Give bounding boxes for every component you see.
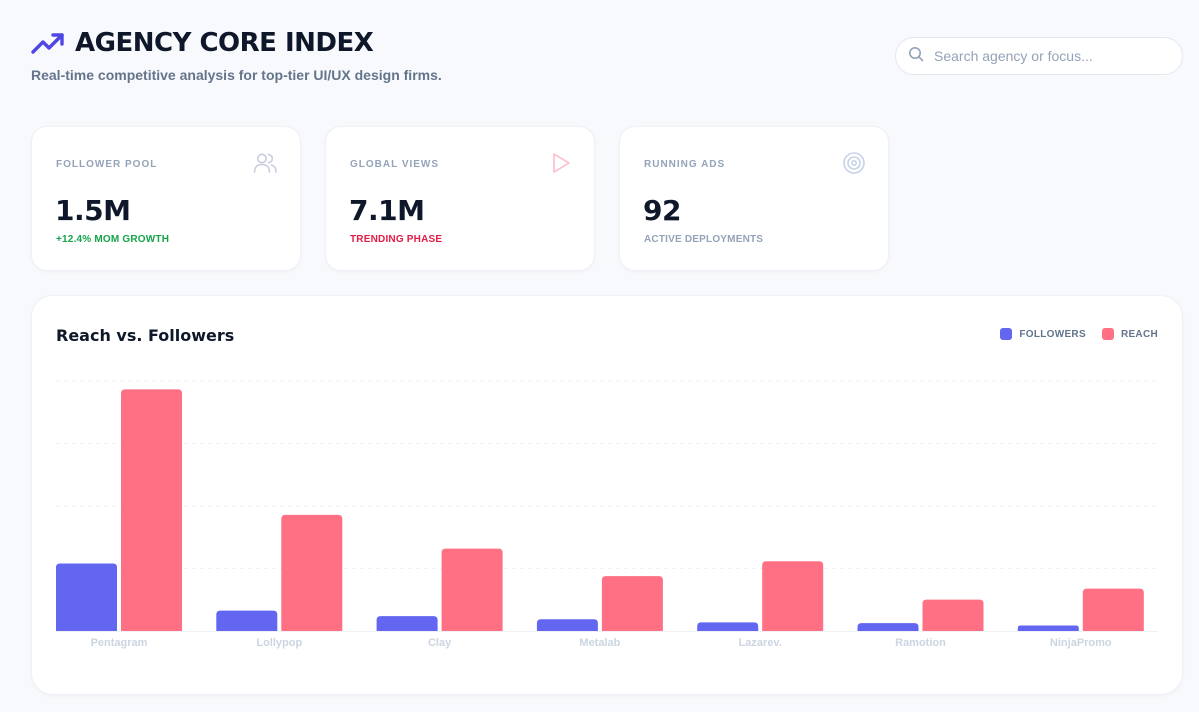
search-input[interactable] (934, 48, 1164, 64)
legend-item-followers[interactable]: FOLLOWERS (1000, 328, 1086, 340)
bar-reach-lazarev[interactable] (762, 561, 824, 631)
bar-followers-lollypop[interactable] (216, 610, 278, 631)
stat-card-running-ads: RUNNING ADS 92 ACTIVE DEPLOYMENTS (619, 126, 889, 271)
bar-reach-lollypop[interactable] (281, 514, 343, 631)
bar-reach-ninjapromo[interactable] (1082, 588, 1144, 631)
stat-card-follower-pool: FOLLOWER POOL 1.5M +12.4% MOM GROWTH (31, 126, 301, 271)
stat-label: RUNNING ADS (644, 159, 726, 170)
bar-followers-clay[interactable] (376, 616, 438, 631)
x-tick-label: Pentagram (91, 637, 148, 649)
trending-up-icon (31, 31, 65, 55)
chart-legend: FOLLOWERS REACH (1000, 328, 1158, 340)
play-icon (550, 151, 572, 180)
bar-followers-lazarev[interactable] (697, 622, 759, 631)
stat-sub: TRENDING PHASE (350, 234, 443, 245)
stat-sub: +12.4% MOM GROWTH (56, 234, 170, 245)
x-tick-label: Metalab (579, 637, 620, 649)
chart-card: Pentagram Lollypop Clay Metalab Lazarev. Ramo… (31, 295, 1183, 695)
chart-title: Reach vs. Followers (56, 326, 235, 345)
stat-value: 92 (643, 194, 681, 227)
legend-label: REACH (1120, 328, 1158, 340)
search-icon (908, 46, 924, 67)
legend-label: FOLLOWERS (1019, 328, 1086, 340)
stat-label: GLOBAL VIEWS (350, 159, 440, 170)
stat-value: 7.1M (349, 194, 425, 227)
bar-reach-ramotion[interactable] (922, 599, 984, 631)
target-icon (842, 151, 866, 180)
legend-swatch (1000, 328, 1013, 340)
bar-followers-metalab[interactable] (536, 619, 598, 631)
stat-label: FOLLOWER POOL (56, 159, 158, 170)
bar-reach-pentagram[interactable] (121, 389, 182, 631)
title-row: AGENCY CORE INDEX (31, 28, 442, 58)
bar-chart: Pentagram Lollypop Clay Metalab Lazarev. Ramo… (56, 380, 1158, 649)
legend-item-reach[interactable]: REACH (1101, 328, 1158, 340)
users-icon (252, 151, 278, 180)
bar-reach-clay[interactable] (441, 548, 503, 631)
x-tick-label: Lazarev. (739, 637, 782, 649)
x-tick-label: NinjaPromo (1050, 637, 1112, 649)
bar-reach-metalab[interactable] (601, 576, 663, 631)
page-subtitle: Real-time competitive analysis for top-t… (31, 67, 442, 83)
stat-sub: ACTIVE DEPLOYMENTS (644, 234, 764, 245)
page-title: AGENCY CORE INDEX (75, 28, 374, 58)
stat-card-global-views: GLOBAL VIEWS 7.1M TRENDING PHASE (325, 126, 595, 271)
bar-followers-ramotion[interactable] (857, 623, 919, 631)
legend-swatch (1101, 328, 1114, 340)
x-tick-label: Ramotion (895, 637, 946, 649)
bar-followers-ninjapromo[interactable] (1017, 625, 1079, 631)
bar-followers-pentagram[interactable] (56, 563, 117, 631)
x-tick-label: Lollypop (256, 637, 302, 649)
search-box[interactable] (895, 37, 1183, 75)
header: AGENCY CORE INDEX Real-time competitive … (31, 28, 442, 83)
x-tick-label: Clay (428, 637, 452, 649)
stat-value: 1.5M (55, 194, 131, 227)
